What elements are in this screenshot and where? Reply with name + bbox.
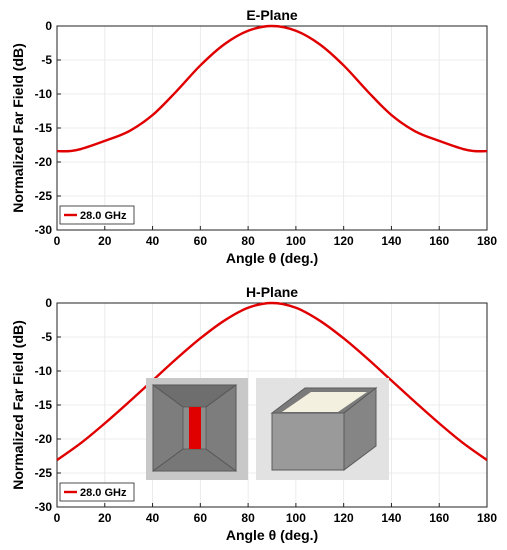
legend-box [59,482,135,502]
x-tick-label: 80 [241,511,255,525]
horn-antenna-front-view-icon [146,378,248,480]
x-tick-label: 120 [334,234,354,248]
chart-title: H-Plane [246,284,298,300]
x-tick-label: 40 [146,511,160,525]
x-tick-label: 140 [381,234,401,248]
y-tick-label: -25 [35,466,53,480]
y-axis-label: Normalized Far Field (dB) [10,43,26,213]
e-plane-chart: 0 20 40 60 80 100 120 140 160 180 0 -5 -10 -15 -20 -25 -… [10,7,497,266]
x-tick-label: 100 [286,511,306,525]
y-tick-label: -15 [35,121,53,135]
series-line [56,301,488,462]
x-tick-label: 20 [98,511,112,525]
y-tick-label: -20 [35,155,53,169]
x-tick-label: 60 [194,511,208,525]
x-tick-label: 120 [334,511,354,525]
y-tick-label: -10 [35,364,53,378]
y-tick-label: -5 [41,53,52,67]
y-tick-label: 0 [45,296,52,310]
chart-title: E-Plane [246,7,298,23]
h-plane-chart: 0 20 40 60 80 100 120 140 160 180 0 -5 -10 -15 -20 -25 -… [10,284,497,543]
y-axis-label: Normalized Far Field (dB) [10,320,26,490]
x-tick-label: 40 [146,234,160,248]
x-axis-label: Angle θ (deg.) [226,527,318,543]
x-tick-label: 0 [54,511,61,525]
x-tick-label: 20 [98,234,112,248]
y-tick-label: -20 [35,432,53,446]
y-tick-label: -10 [35,87,53,101]
x-tick-label: 160 [429,511,449,525]
aperture-slot-icon [189,407,201,449]
x-tick-label: 0 [54,234,61,248]
y-tick-label: -5 [41,330,52,344]
x-tick-label: 100 [286,234,306,248]
legend-box [59,205,135,225]
x-tick-label: 180 [477,234,497,248]
horn-antenna-3d-view-icon [256,378,389,480]
x-tick-label: 180 [477,511,497,525]
x-tick-label: 80 [241,234,255,248]
legend-label: 28.0 GHz [80,210,127,222]
y-tick-label: -30 [35,223,53,237]
y-tick-label: 0 [45,19,52,33]
x-tick-label: 160 [429,234,449,248]
y-tick-label: -30 [35,500,53,514]
legend-label: 28.0 GHz [80,487,127,499]
y-tick-label: -25 [35,189,53,203]
series-line [56,24,488,153]
x-axis-label: Angle θ (deg.) [226,250,318,266]
x-tick-label: 140 [381,511,401,525]
x-tick-label: 60 [194,234,208,248]
y-tick-label: -15 [35,398,53,412]
